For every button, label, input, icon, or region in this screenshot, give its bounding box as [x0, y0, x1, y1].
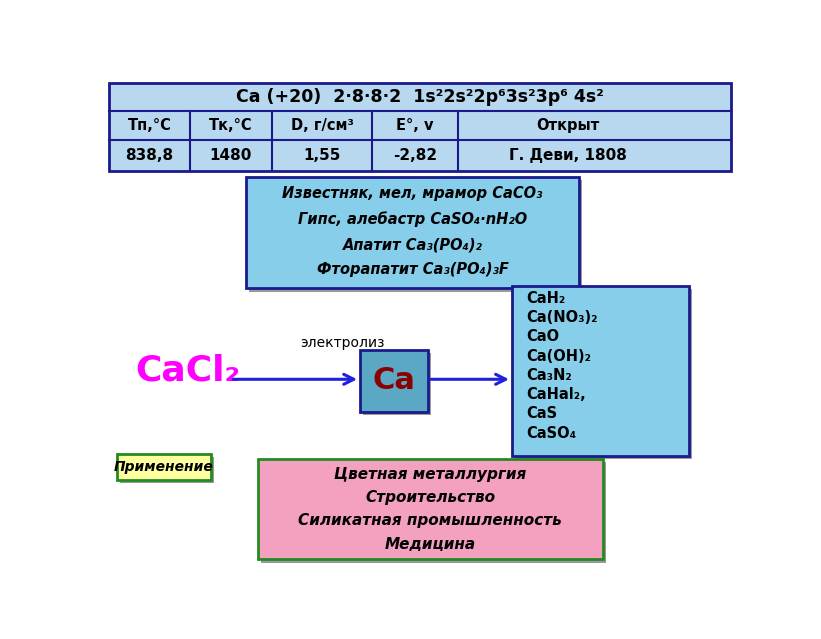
Text: Апатит Ca₃(PO₄)₂: Апатит Ca₃(PO₄)₂: [342, 237, 483, 252]
Text: Фторапатит Ca₃(PO₄)₃F: Фторапатит Ca₃(PO₄)₃F: [317, 263, 508, 277]
Text: -2,82: -2,82: [393, 148, 437, 163]
FancyBboxPatch shape: [249, 180, 582, 291]
Text: 1,55: 1,55: [303, 148, 341, 163]
Text: D, г/см³: D, г/см³: [291, 118, 353, 133]
Text: CaSO₄: CaSO₄: [525, 426, 576, 441]
Text: CaHal₂,: CaHal₂,: [525, 387, 585, 402]
FancyBboxPatch shape: [246, 177, 580, 288]
Text: CaCl₂: CaCl₂: [135, 354, 241, 388]
Text: Известняк, мел, мрамор CaCO₃: Известняк, мел, мрамор CaCO₃: [282, 186, 543, 201]
Text: Силикатная промышленность: Силикатная промышленность: [298, 514, 562, 528]
Text: Применение: Применение: [114, 460, 213, 474]
FancyBboxPatch shape: [511, 286, 689, 456]
Text: CaS: CaS: [525, 406, 557, 422]
Text: CaH₂: CaH₂: [525, 291, 565, 306]
Text: Открыт: Открыт: [536, 118, 599, 133]
Text: Ca₃N₂: Ca₃N₂: [525, 368, 571, 383]
Text: Ca: Ca: [373, 366, 415, 396]
Text: электролиз: электролиз: [300, 336, 385, 350]
Text: Ca(OH)₂: Ca(OH)₂: [525, 349, 591, 364]
Text: E°, v: E°, v: [397, 118, 433, 133]
Text: 838,8: 838,8: [126, 148, 173, 163]
Text: 1480: 1480: [209, 148, 252, 163]
FancyBboxPatch shape: [363, 353, 431, 415]
Text: Гипс, алебастр CaSO₄·nH₂O: Гипс, алебастр CaSO₄·nH₂O: [298, 212, 527, 227]
Text: Медицина: Медицина: [384, 537, 475, 551]
Text: Ca (+20)  2·8·8·2  1s²2s²2p⁶3s²3p⁶ 4s²: Ca (+20) 2·8·8·2 1s²2s²2p⁶3s²3p⁶ 4s²: [236, 88, 604, 106]
FancyBboxPatch shape: [109, 83, 732, 171]
Text: CaO: CaO: [525, 330, 559, 344]
Text: Г. Деви, 1808: Г. Деви, 1808: [509, 148, 627, 163]
Text: Ca(NO₃)₂: Ca(NO₃)₂: [525, 310, 597, 325]
FancyBboxPatch shape: [258, 459, 603, 560]
FancyBboxPatch shape: [117, 454, 211, 480]
Text: Цветная металлургия: Цветная металлургия: [334, 467, 526, 482]
Text: Tк,°C: Tк,°C: [209, 118, 253, 133]
FancyBboxPatch shape: [360, 350, 428, 412]
Text: Строительство: Строительство: [365, 490, 495, 505]
FancyBboxPatch shape: [261, 463, 606, 562]
FancyBboxPatch shape: [515, 289, 691, 459]
FancyBboxPatch shape: [120, 457, 214, 483]
Text: Tп,°C: Tп,°C: [127, 118, 172, 133]
